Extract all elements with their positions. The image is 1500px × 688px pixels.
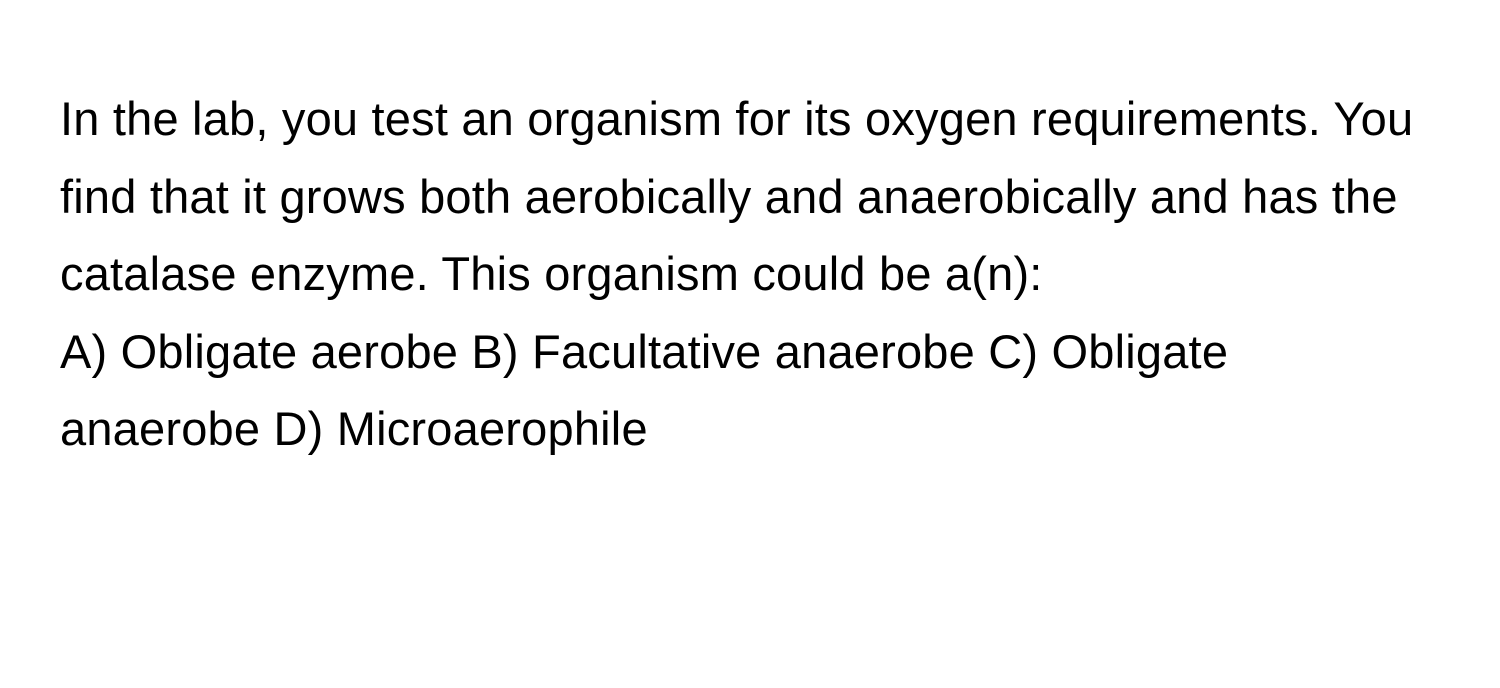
question-options: A) Obligate aerobe B) Facultative anaero…: [60, 313, 1440, 468]
question-stem: In the lab, you test an organism for its…: [60, 80, 1440, 313]
question-container: In the lab, you test an organism for its…: [60, 80, 1440, 468]
